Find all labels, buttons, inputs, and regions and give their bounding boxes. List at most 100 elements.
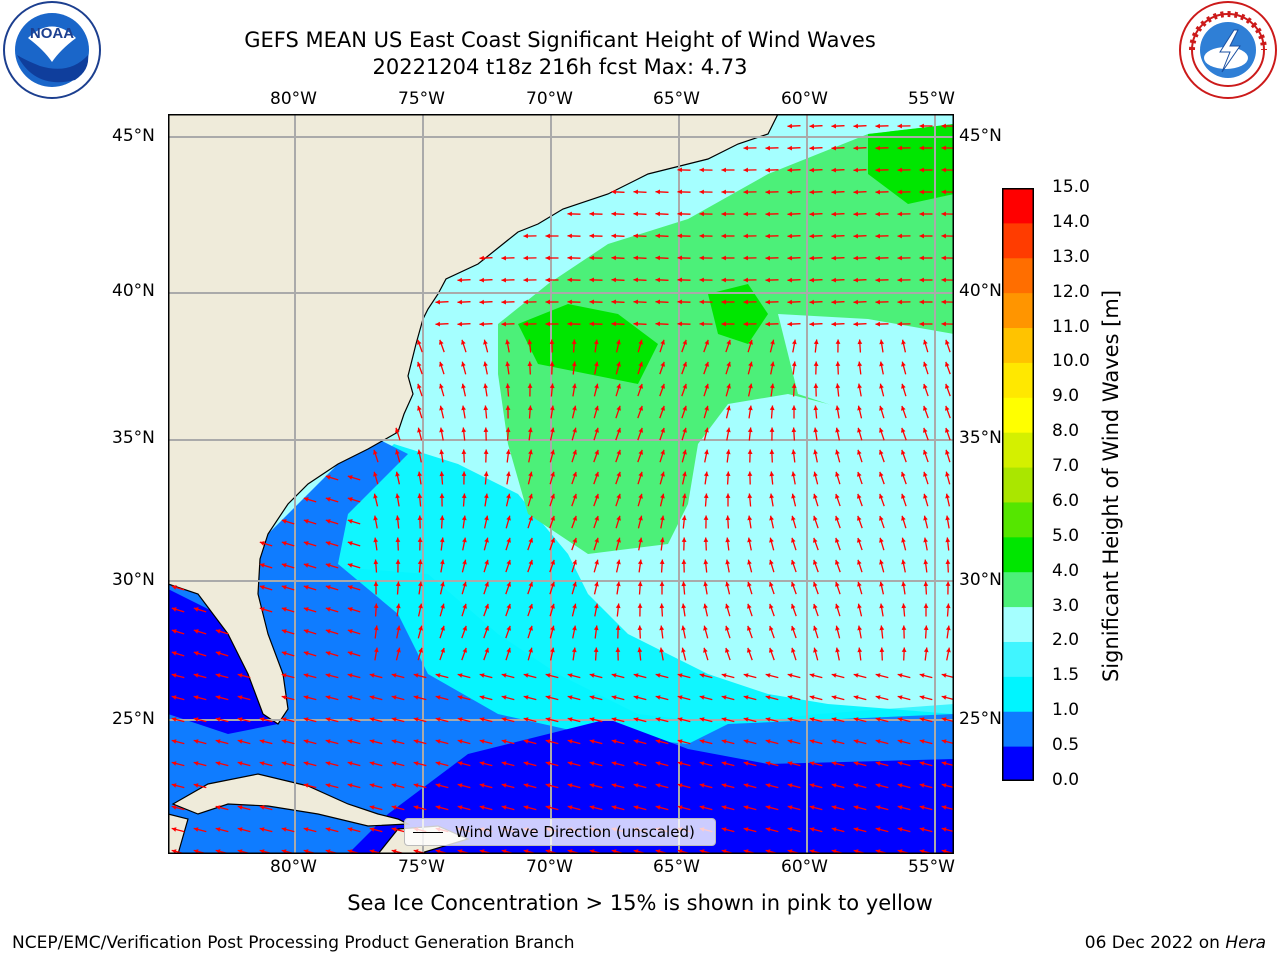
wave-direction-arrowhead: [946, 647, 951, 653]
wave-direction-arrowhead: [681, 603, 687, 609]
wave-direction-arrowhead: [523, 761, 529, 766]
colorbar-cell: [1002, 676, 1034, 712]
lon-label-top-60w: 60°W: [781, 89, 828, 109]
wave-direction-arrowhead: [462, 559, 467, 565]
wave-direction-arrowhead: [919, 189, 924, 195]
wave-direction-arrowhead: [857, 559, 862, 565]
wave-direction-arrowhead: [941, 673, 947, 678]
wave-direction-arrowhead: [743, 695, 749, 700]
wave-direction-arrowhead: [550, 427, 555, 433]
wave-direction-arrowhead: [413, 673, 419, 678]
wave-direction-arrowhead: [483, 361, 488, 367]
wave-direction-arrowhead: [638, 537, 643, 543]
wave-direction-arrowhead: [699, 299, 704, 305]
wave-direction-arrowhead: [809, 255, 814, 261]
wave-direction-arrowhead: [589, 761, 595, 766]
wave-direction-arrowhead: [659, 625, 665, 631]
wave-direction-arrowhead: [373, 537, 379, 543]
wave-direction-arrowhead: [769, 625, 774, 631]
wave-direction-arrowhead: [325, 475, 331, 480]
wave-direction-arrowhead: [259, 739, 265, 744]
wave-direction-arrowhead: [875, 123, 880, 129]
wave-direction-arrowhead: [919, 739, 925, 744]
wave-direction-arrowhead: [857, 537, 862, 543]
wave-direction-arrowhead: [215, 695, 221, 700]
wave-direction-arrowhead: [589, 673, 595, 678]
wave-direction-arrowhead: [747, 493, 753, 499]
wave-direction-arrowhead: [418, 625, 423, 631]
wave-direction-arrowhead: [747, 427, 753, 433]
wave-direction-arrowhead: [660, 383, 665, 389]
wave-direction-arrowhead: [897, 277, 902, 283]
wave-direction-arrowhead: [506, 625, 511, 631]
wave-direction-arrowhead: [479, 739, 485, 744]
wave-direction-arrowhead: [395, 581, 401, 587]
wave-direction-arrowhead: [483, 339, 488, 345]
wave-direction-arrowhead: [616, 559, 621, 565]
wave-direction-arrowhead: [417, 471, 422, 477]
wave-direction-arrowhead: [461, 383, 466, 389]
wave-direction-arrowhead: [281, 607, 287, 612]
colorbar-tick-label: 1.0: [1052, 700, 1080, 721]
wave-direction-arrowhead: [660, 427, 665, 433]
wave-direction-arrowhead: [347, 629, 353, 634]
wave-direction-arrowhead: [395, 537, 401, 542]
wave-direction-arrowhead: [417, 427, 422, 433]
wave-direction-arrowhead: [853, 321, 858, 327]
wave-direction-arrowhead: [923, 647, 929, 653]
wave-direction-arrowhead: [479, 255, 484, 261]
wave-direction-arrowhead: [589, 299, 594, 305]
wave-direction-arrowhead: [593, 625, 599, 631]
wave-direction-arrowhead: [901, 515, 906, 521]
wave-direction-arrowhead: [831, 739, 837, 744]
wave-direction-arrowhead: [501, 695, 507, 700]
wave-direction-arrowhead: [743, 145, 748, 151]
wave-direction-arrowhead: [572, 405, 577, 411]
wave-direction-arrowhead: [259, 717, 265, 722]
wave-direction-arrowhead: [853, 827, 859, 832]
footer-branch: NCEP/EMC/Verification Post Processing Pr…: [12, 933, 575, 953]
wave-direction-arrowhead: [303, 827, 309, 832]
wave-band-4-5m-mid: [708, 284, 768, 344]
wave-direction-arrowhead: [703, 625, 708, 631]
colorbar-cell: [1002, 432, 1034, 468]
wave-direction-arrowhead: [484, 625, 489, 631]
wave-direction-arrowhead: [919, 167, 924, 173]
wave-direction-arrowhead: [875, 255, 880, 261]
wave-direction-arrowhead: [703, 471, 709, 477]
wave-direction-arrowhead: [259, 541, 265, 546]
wave-direction-arrowhead: [857, 449, 862, 455]
wave-direction-arrowhead: [681, 537, 687, 542]
wave-direction-arrowhead: [769, 603, 774, 609]
wave-direction-arrowhead: [572, 383, 577, 389]
wave-direction-arrowhead: [787, 761, 793, 766]
graticule: [168, 114, 954, 854]
wave-direction-arrowhead: [501, 805, 507, 810]
wave-direction-arrowhead: [347, 563, 353, 568]
wave-direction-arrowhead: [484, 581, 489, 587]
wave-direction-arrowhead: [703, 647, 708, 653]
wave-direction-arrowhead: [660, 515, 665, 521]
wave-direction-arrowhead: [901, 625, 907, 630]
wave-direction-arrowhead: [545, 717, 551, 722]
map-border: [168, 114, 954, 854]
wave-direction-arrowhead: [369, 695, 375, 700]
wave-direction-arrowhead: [919, 695, 925, 700]
wave-direction-arrowhead: [171, 585, 177, 590]
wave-direction-arrowhead: [945, 625, 951, 631]
colorbar-tick-label: 4.0: [1052, 560, 1080, 581]
wave-direction-arrowhead: [347, 541, 353, 546]
wave-direction-arrowhead: [523, 673, 529, 678]
wave-direction-arrowhead: [637, 559, 643, 565]
wave-direction-arrowhead: [589, 739, 595, 744]
wave-direction-arrowhead: [699, 233, 704, 239]
wave-direction-arrowhead: [699, 761, 705, 766]
colorbar-cell: [1002, 362, 1034, 398]
wave-direction-arrowhead: [853, 233, 858, 239]
wave-direction-arrowhead: [923, 405, 928, 411]
wave-direction-arrowhead: [572, 559, 577, 565]
wave-direction-arrowhead: [699, 321, 704, 327]
wave-direction-arrowhead: [835, 427, 840, 433]
lon-label-top-65w: 65°W: [653, 89, 700, 109]
wave-direction-arrowhead: [303, 607, 309, 612]
